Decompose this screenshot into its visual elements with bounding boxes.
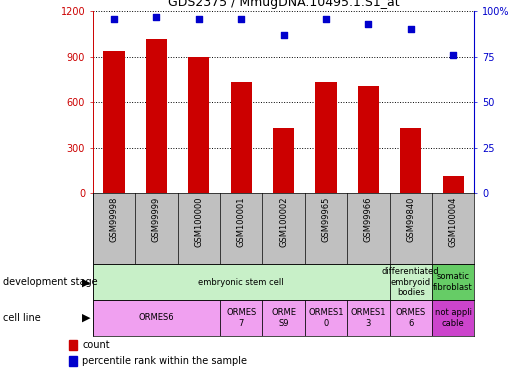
Text: development stage: development stage [3,277,98,287]
Text: ▶: ▶ [82,313,90,323]
Text: ORMES1
0: ORMES1 0 [308,308,343,327]
Point [279,32,288,38]
Point [152,14,161,20]
Bar [231,82,252,193]
Bar [390,300,432,336]
Bar [358,86,379,193]
Point [237,15,245,21]
Text: GSM100004: GSM100004 [449,196,457,247]
Text: differentiated
embryoid
bodies: differentiated embryoid bodies [382,267,439,297]
Bar [188,57,209,193]
Text: cell line: cell line [3,313,40,323]
Text: ORMES6: ORMES6 [138,314,174,322]
Bar [146,39,167,193]
Bar [220,300,262,336]
Bar [347,300,390,336]
Text: GSM99998: GSM99998 [110,196,118,242]
Bar [432,300,474,336]
Point [322,15,330,21]
Text: GSM99840: GSM99840 [407,196,415,242]
Text: GSM99999: GSM99999 [152,196,161,242]
Text: GSM100000: GSM100000 [195,196,203,247]
Bar [315,82,337,193]
Point [110,15,118,21]
Title: GDS2375 / MmugDNA.10495.1.S1_at: GDS2375 / MmugDNA.10495.1.S1_at [167,0,400,9]
Point [449,52,457,58]
Text: ORMES1
3: ORMES1 3 [351,308,386,327]
Bar [103,51,125,193]
Text: embryonic stem cell: embryonic stem cell [198,278,284,286]
Text: somatic
fibroblast: somatic fibroblast [434,273,473,292]
Bar [93,300,220,336]
Text: ▶: ▶ [82,277,90,287]
Bar [400,128,421,193]
Text: percentile rank within the sample: percentile rank within the sample [82,356,248,366]
Bar [69,356,77,366]
Point [364,21,373,27]
Bar [443,177,464,193]
Bar [390,264,432,300]
Text: ORME
S9: ORME S9 [271,308,296,327]
Bar [262,300,305,336]
Point [195,15,203,21]
Text: GSM99965: GSM99965 [322,196,330,242]
Bar [305,300,347,336]
Text: GSM99966: GSM99966 [364,196,373,242]
Point [407,26,415,33]
Bar [273,128,294,193]
Bar [93,264,390,300]
Text: count: count [82,340,110,350]
Bar [432,264,474,300]
Text: not appli
cable: not appli cable [435,308,472,327]
Bar [69,340,77,350]
Text: GSM100002: GSM100002 [279,196,288,247]
Text: ORMES
7: ORMES 7 [226,308,257,327]
Text: GSM100001: GSM100001 [237,196,245,247]
Text: ORMES
6: ORMES 6 [395,308,426,327]
